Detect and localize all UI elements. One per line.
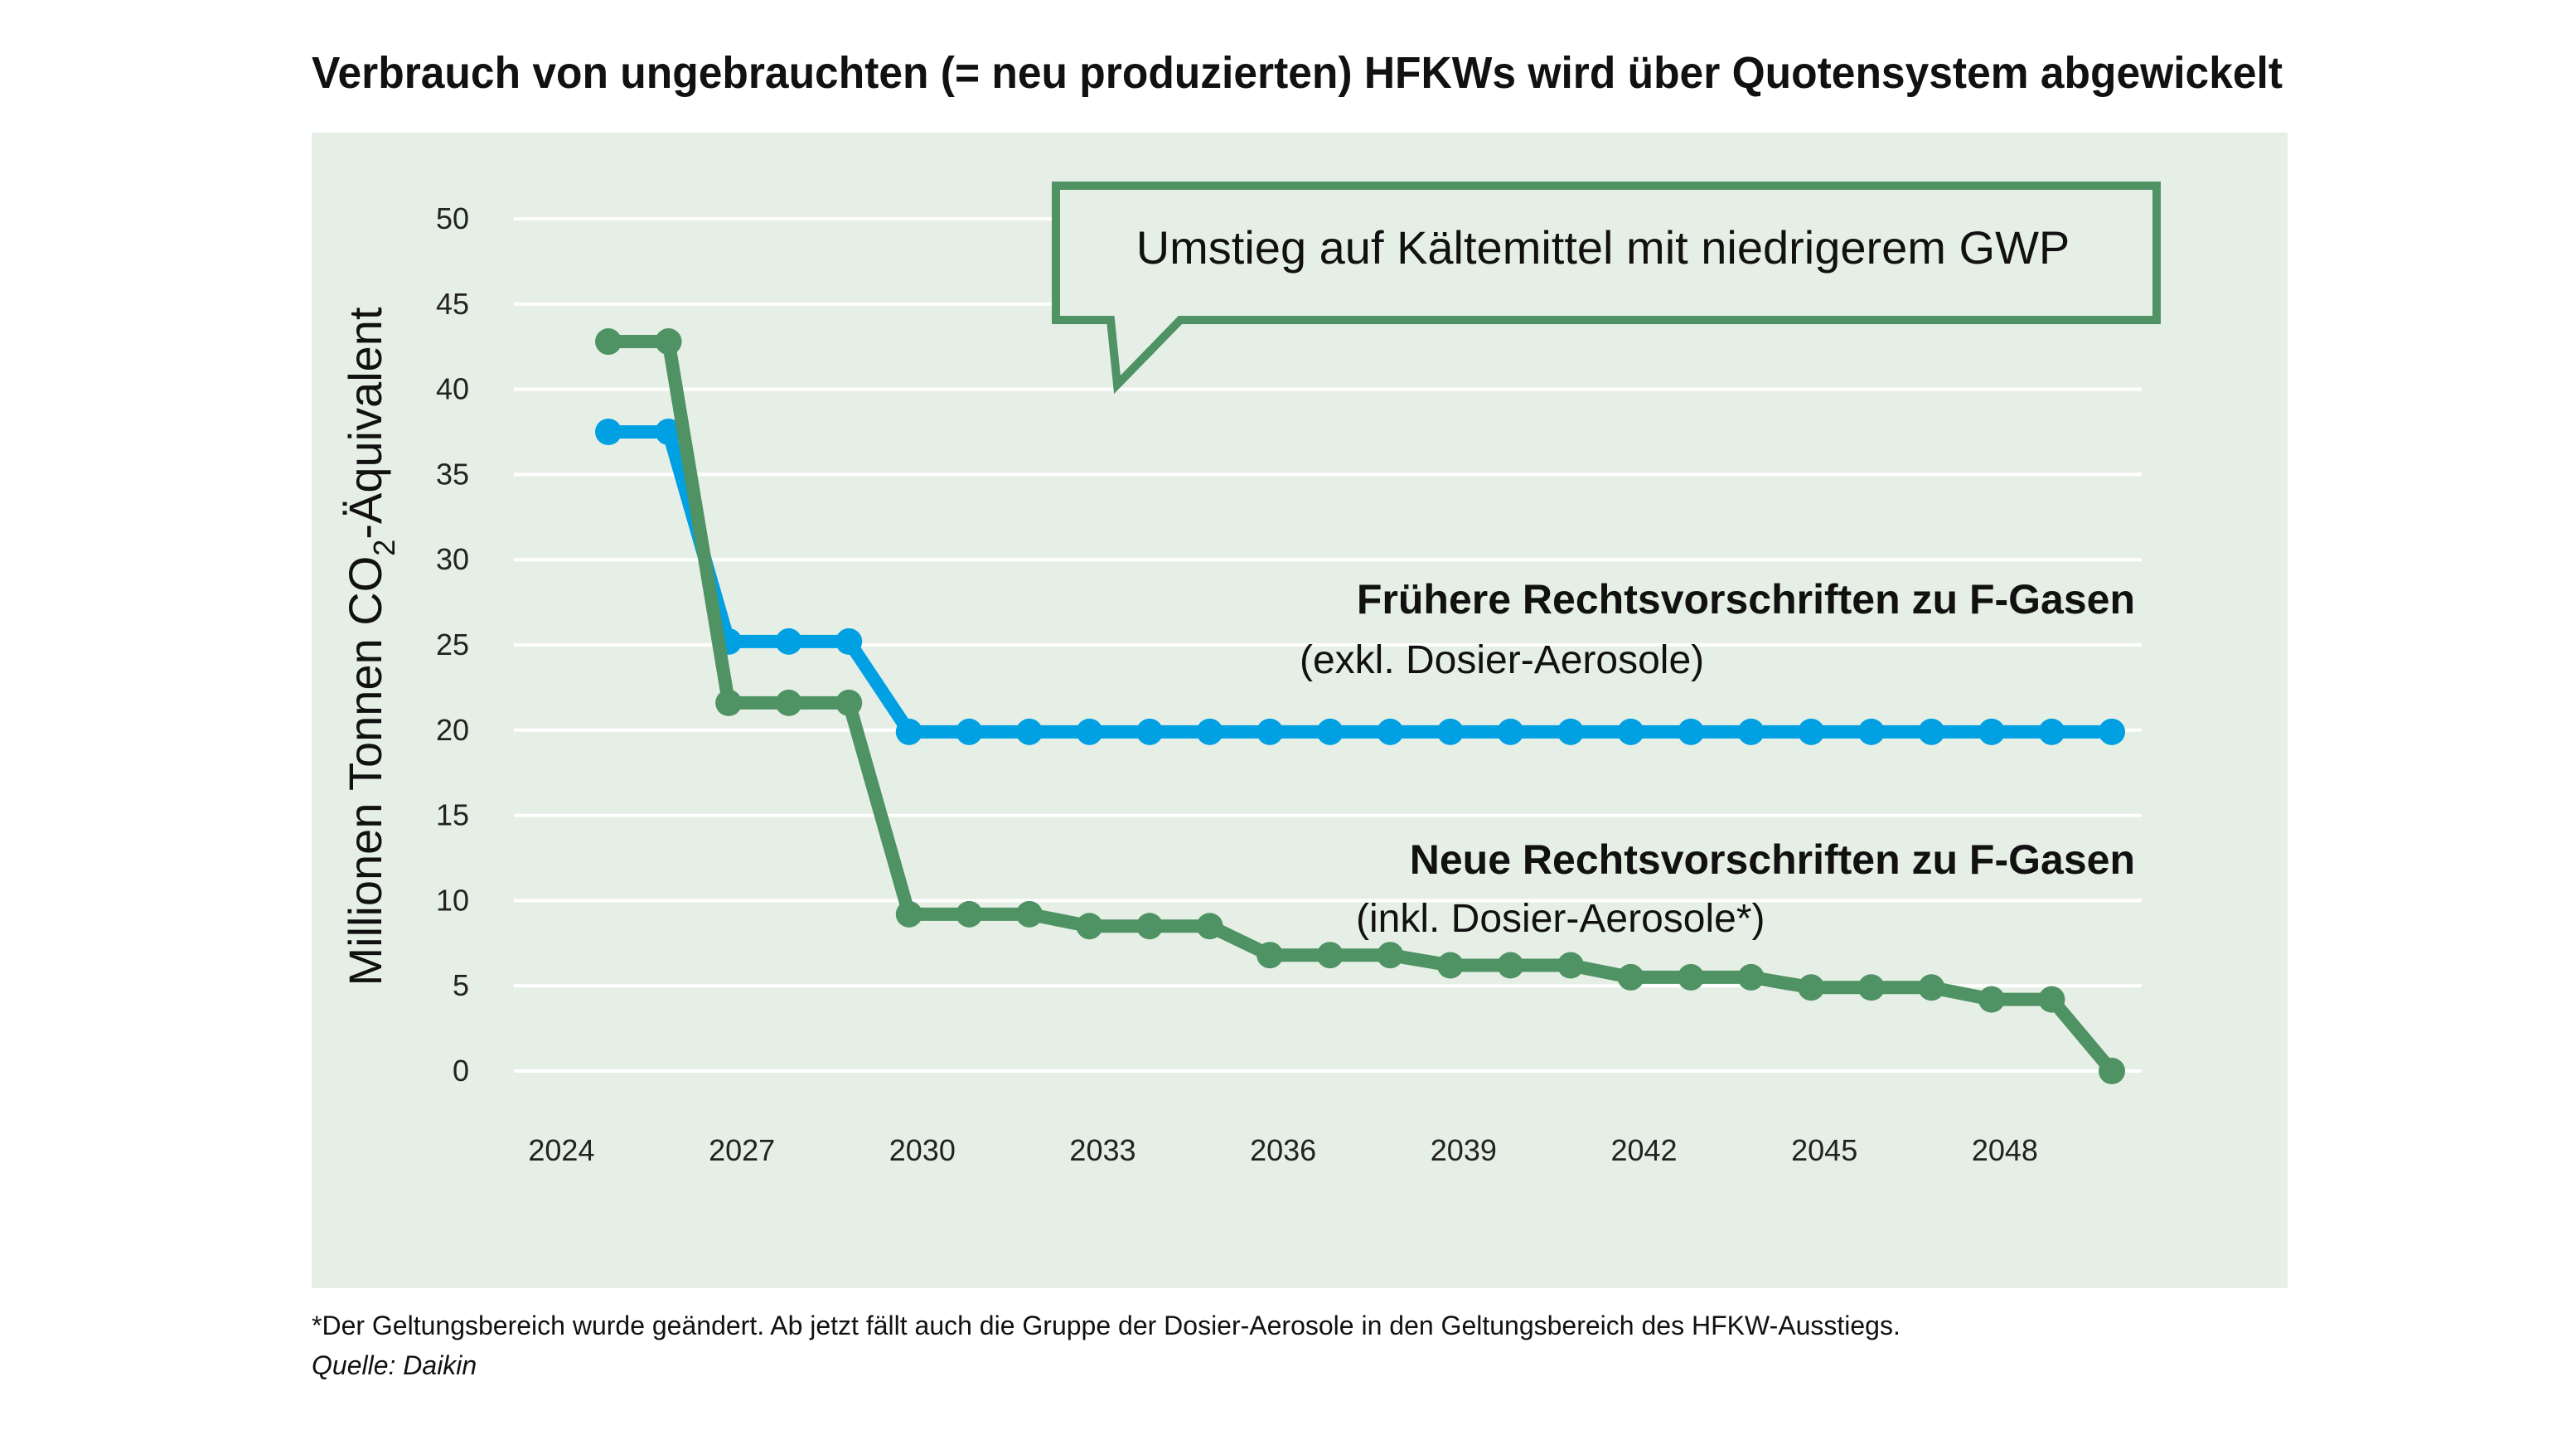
x-tick-label: 2042: [1610, 1133, 1677, 1167]
x-tick-label: 2036: [1250, 1133, 1316, 1167]
y-tick-label: 25: [436, 628, 469, 662]
y-tick-label: 45: [436, 287, 469, 321]
x-tick-label: 2024: [528, 1133, 594, 1167]
series-label-blue: Frühere Rechtsvorschriften zu F-Gasen: [1357, 576, 2135, 623]
data-point: [2099, 1058, 2125, 1084]
data-point: [1257, 942, 1284, 969]
data-point: [1737, 718, 1765, 745]
series-label-green: Neue Rechtsvorschriften zu F-Gasen: [1410, 836, 2135, 883]
series-blue: [595, 419, 2125, 745]
callout: Umstieg auf Kältemittel mit niedrigerem …: [1052, 182, 2161, 395]
data-point: [1316, 718, 1344, 745]
source: Quelle: Daikin: [312, 1350, 477, 1380]
data-point: [1557, 952, 1584, 979]
y-tick-label: 20: [436, 713, 469, 747]
data-point: [1196, 913, 1223, 940]
data-point: [1617, 718, 1644, 745]
y-tick-label: 35: [436, 457, 469, 491]
callout-text: Umstieg auf Kältemittel mit niedrigerem …: [1136, 221, 2070, 274]
data-point: [1497, 952, 1524, 979]
y-tick-label: 15: [436, 798, 469, 832]
data-point: [1497, 718, 1524, 745]
x-tick-label: 2030: [889, 1133, 956, 1167]
data-point: [1436, 952, 1464, 979]
data-point: [2038, 986, 2065, 1013]
x-tick-label: 2048: [1972, 1133, 2038, 1167]
series-lines: [595, 328, 2125, 1084]
data-point: [1737, 963, 1765, 991]
data-point: [1918, 974, 1945, 1001]
data-point: [595, 419, 622, 445]
data-point: [1196, 718, 1223, 745]
data-point: [1076, 913, 1103, 940]
data-point: [1978, 986, 2005, 1013]
series-sublabel-green: (inkl. Dosier-Aerosole*): [1356, 897, 1765, 941]
data-point: [655, 328, 682, 356]
data-point: [715, 689, 743, 716]
data-point: [895, 718, 922, 745]
data-point: [2099, 718, 2125, 745]
series-green: [595, 328, 2125, 1084]
x-tick-labels: 2024 2027 2030 2033 2036 2039 2042 2045 2048: [528, 1133, 2038, 1167]
data-point: [1978, 718, 2005, 745]
y-tick-label: 0: [453, 1054, 469, 1088]
x-tick-label: 2045: [1791, 1133, 1857, 1167]
data-point: [1678, 718, 1705, 745]
data-point: [956, 900, 983, 928]
data-point: [1377, 718, 1404, 745]
data-point: [835, 689, 863, 716]
data-point: [1857, 718, 1885, 745]
plot-background: [312, 133, 2288, 1288]
callout-bubble: [1052, 182, 2161, 395]
data-point: [2038, 718, 2065, 745]
y-tick-label: 50: [436, 201, 469, 235]
data-point: [655, 419, 682, 445]
data-point: [775, 628, 802, 655]
data-point: [1257, 718, 1284, 745]
data-point: [1918, 718, 1945, 745]
data-point: [1798, 974, 1825, 1001]
footnote: *Der Geltungsbereich wurde geändert. Ab …: [312, 1311, 1901, 1340]
data-point: [1076, 718, 1103, 745]
data-point: [1136, 913, 1164, 940]
y-tick-label: 30: [436, 542, 469, 576]
data-point: [956, 718, 983, 745]
data-point: [595, 328, 622, 356]
data-point: [1015, 900, 1043, 928]
data-point: [775, 689, 802, 716]
data-point: [1557, 718, 1584, 745]
y-tick-label: 10: [436, 883, 469, 917]
data-point: [1617, 963, 1644, 991]
y-tick-label: 5: [453, 968, 469, 1002]
data-point: [1857, 974, 1885, 1001]
data-point: [1377, 942, 1404, 969]
x-tick-label: 2033: [1069, 1133, 1135, 1167]
data-point: [1678, 963, 1705, 991]
chart-title: Verbrauch von ungebrauchten (= neu produ…: [312, 48, 2283, 98]
data-point: [835, 628, 863, 655]
x-tick-label: 2027: [709, 1133, 775, 1167]
data-point: [1015, 718, 1043, 745]
data-point: [1316, 942, 1344, 969]
y-tick-label: 40: [436, 372, 469, 406]
x-tick-label: 2039: [1431, 1133, 1497, 1167]
data-point: [1798, 718, 1825, 745]
series-sublabel-blue: (exkl. Dosier-Aerosole): [1300, 638, 1704, 682]
data-point: [1436, 718, 1464, 745]
data-point: [1136, 718, 1164, 745]
data-point: [895, 900, 922, 928]
y-axis-label: Millionen Tonnen CO2-Äquivalent: [339, 307, 401, 986]
y-tick-labels: 0 5 10 15 20 25 30 35 40 45 50: [436, 201, 469, 1088]
